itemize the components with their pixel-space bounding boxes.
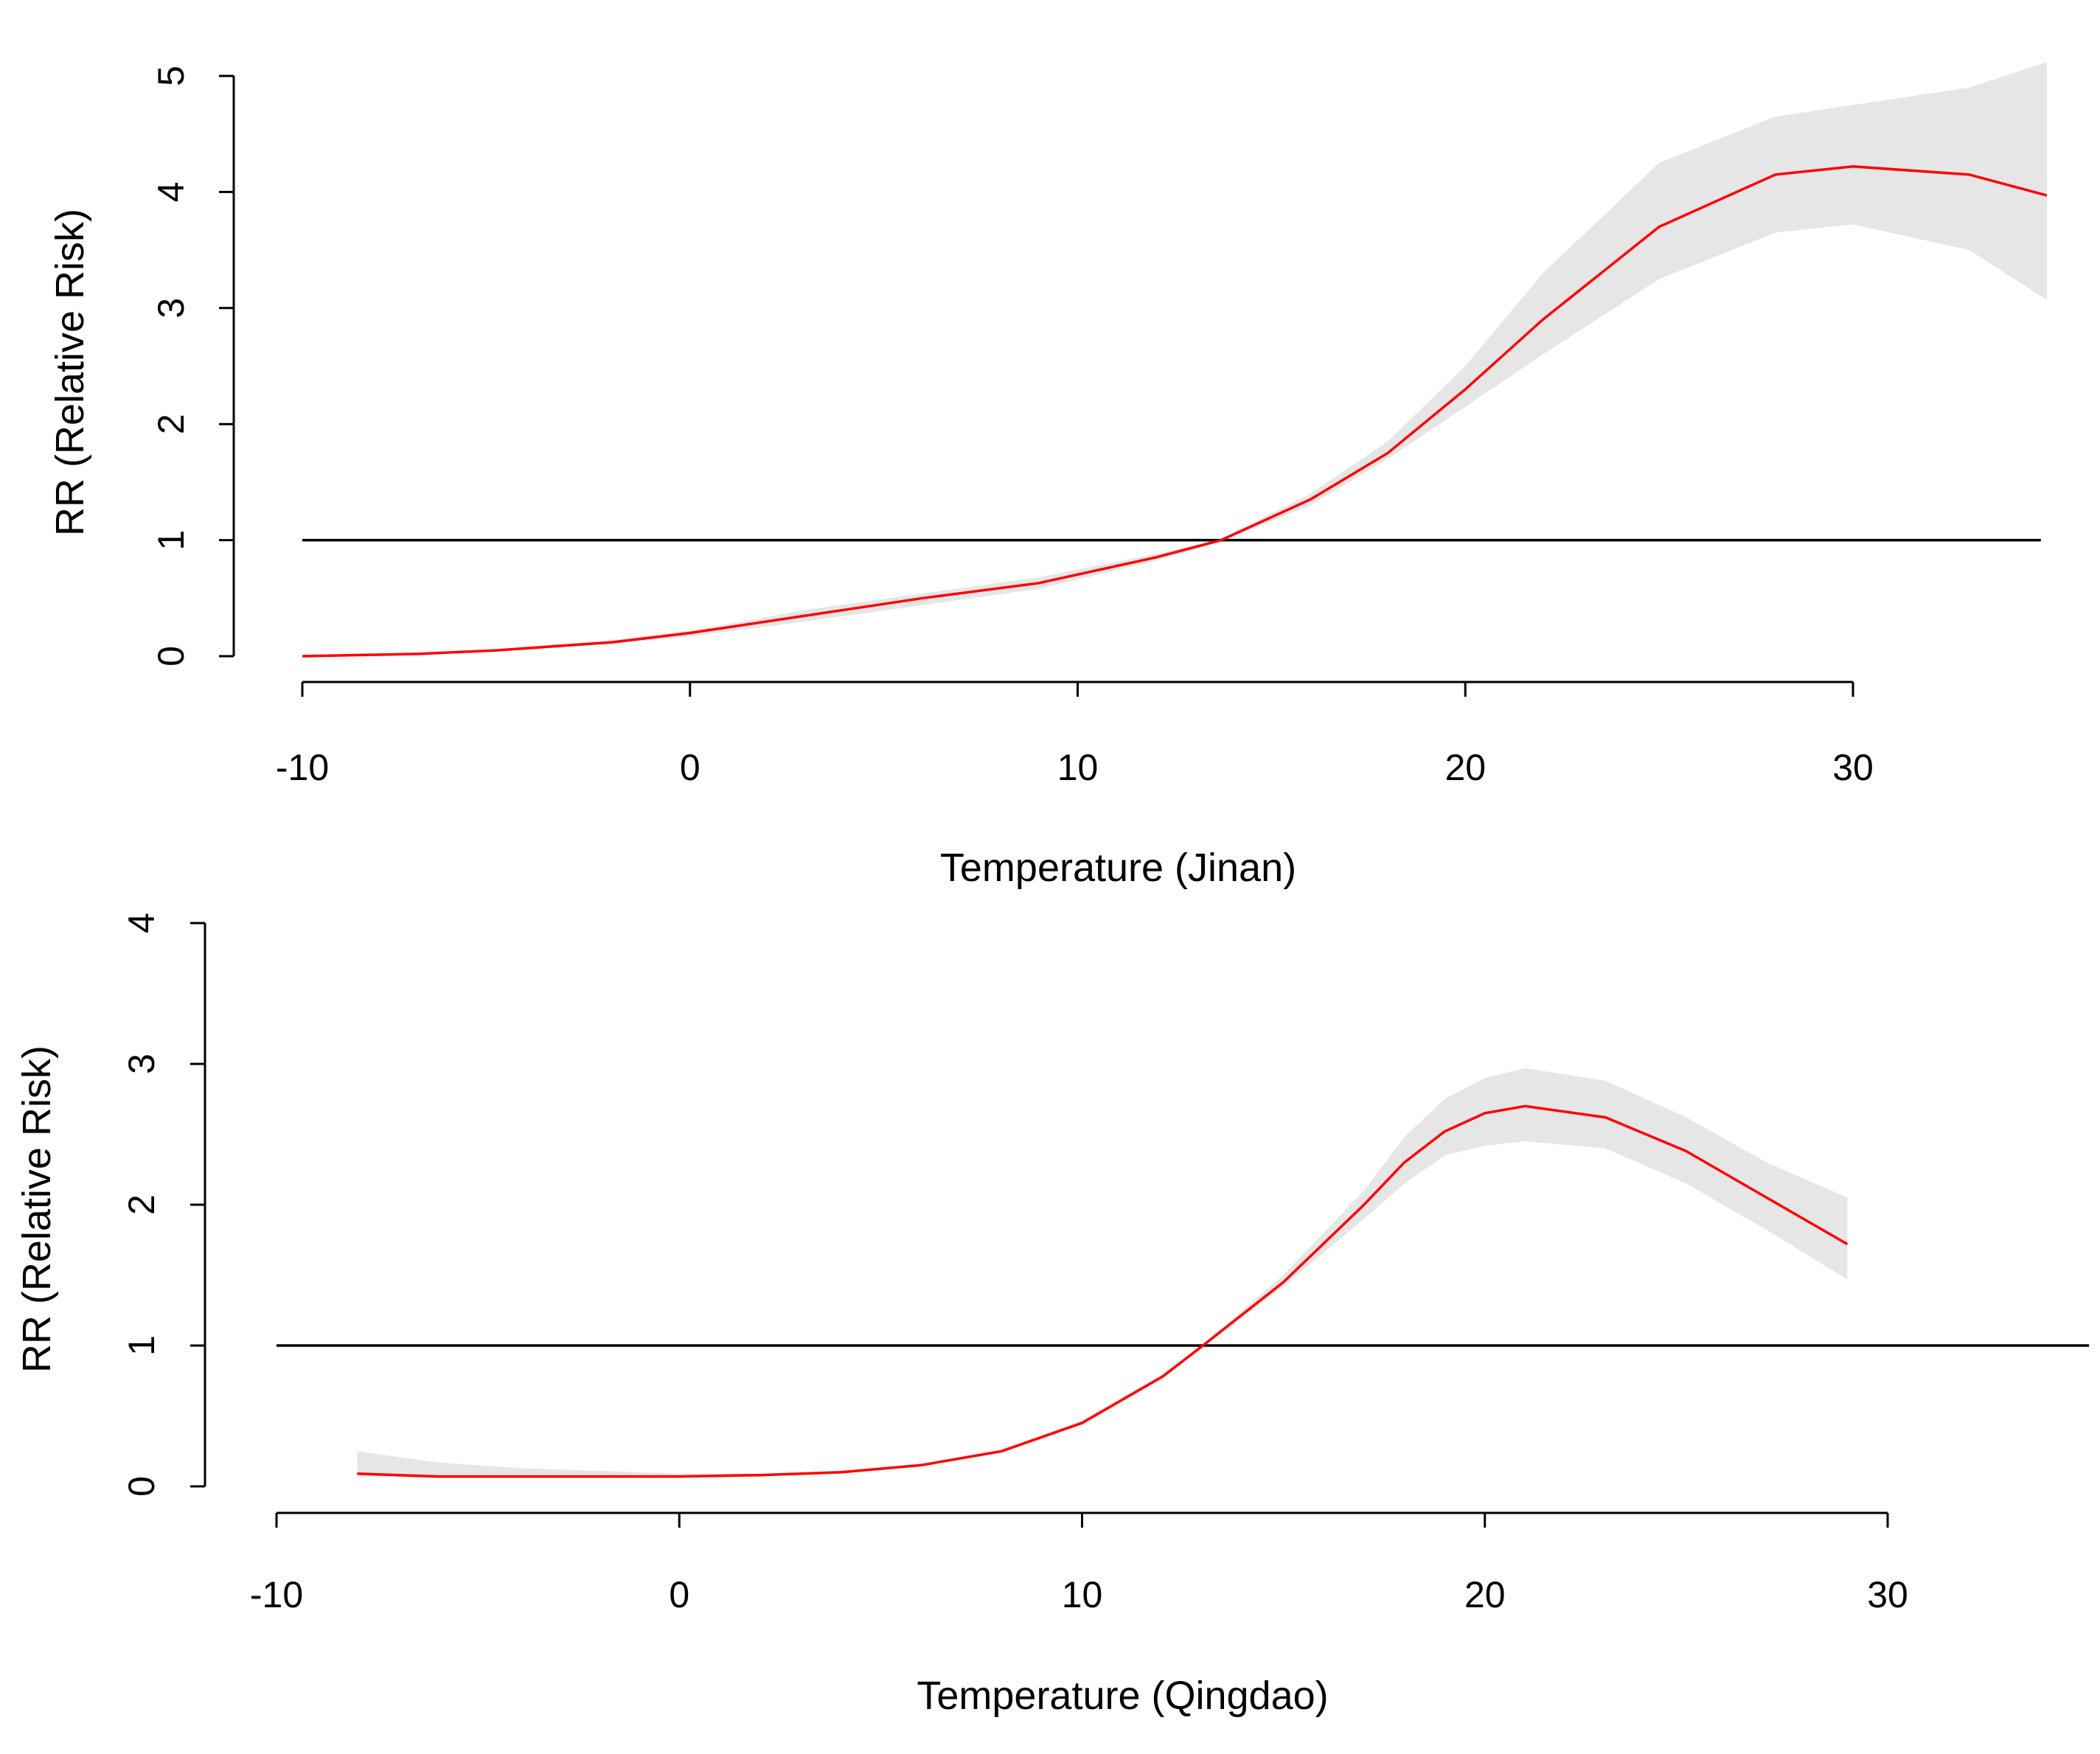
y-axis-title: RR (Relative Risk) [48,209,92,536]
y-tick-label: 2 [121,1194,162,1215]
y-tick-label: 1 [150,530,192,551]
x-axis-title: Temperature (Qingdao) [917,1674,1328,1718]
y-tick-label: 4 [121,913,162,933]
x-tick-label: 0 [680,747,700,788]
x-tick-label: 10 [1062,1574,1103,1615]
x-tick-label: 20 [1444,747,1486,788]
ci-band-rr [357,1068,1848,1478]
y-tick-label: 5 [150,66,192,86]
y-tick-label: 1 [121,1335,162,1356]
y-tick-label: 4 [150,181,192,202]
qingdao-panel: 0 1 2 3 4 -10 0 10 20 30 Temperature (Qingdao) RR (… [15,913,2090,1718]
x-tick-label: 20 [1464,1574,1506,1615]
x-tick-label: 30 [1867,1574,1908,1615]
x-tick-label: 30 [1832,747,1874,788]
y-tick-label: 0 [150,646,192,667]
jinan-panel: 0 1 2 3 4 5 -10 0 10 20 30 Temperature (Jinan) RR (R… [48,62,2048,890]
x-tick-label: -10 [276,747,329,788]
y-tick-label: 3 [150,298,192,319]
y-tick-label: 2 [150,414,192,434]
x-axis-title: Temperature (Jinan) [940,846,1296,890]
ci-band-rr [302,62,2047,657]
x-tick-label: 10 [1057,747,1099,788]
y-axis-title: RR (Relative Risk) [15,1045,59,1373]
rr-curve-line [302,165,2048,658]
rr-curve-line [357,1104,1849,1478]
y-tick-label: 3 [121,1054,162,1074]
y-tick-label: 0 [121,1476,162,1497]
x-tick-label: 0 [669,1574,689,1615]
x-tick-label: -10 [250,1574,303,1615]
